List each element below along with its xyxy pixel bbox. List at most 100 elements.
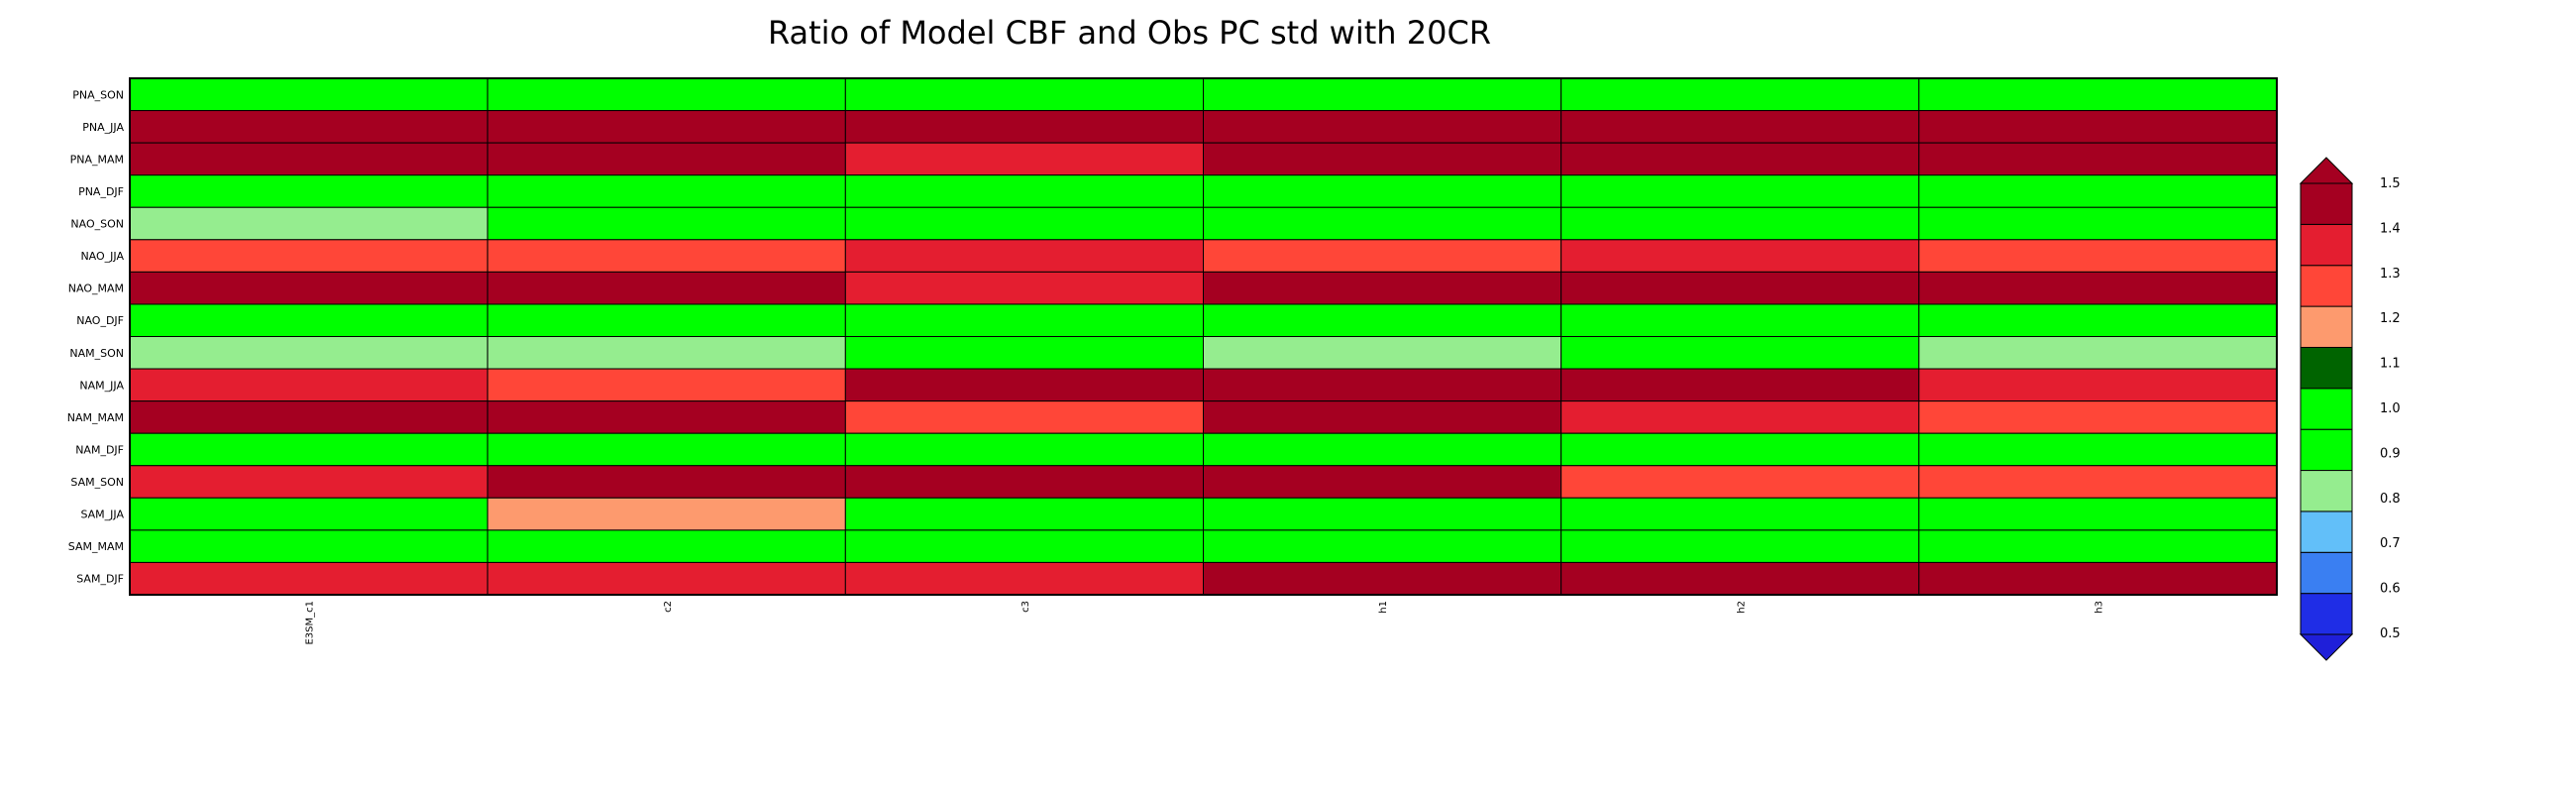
heatmap-cell [1203,77,1562,112]
heatmap-cell [1560,497,1920,531]
colorbar-segment [2300,510,2353,553]
colorbar-segment [2300,346,2353,390]
heatmap-cell [1560,142,1920,176]
colorbar-tick-label: 0.8 [2380,492,2401,507]
row-label: NAM_DJF [75,443,124,456]
column-label: h3 [2093,601,2104,614]
column-label: h1 [1378,601,1389,614]
heatmap-cell [1560,174,1920,208]
heatmap-cell [1560,206,1920,241]
heatmap-cell [1203,271,1562,305]
heatmap-cell [1918,174,2278,208]
heatmap-cell [844,239,1204,273]
heatmap-cell [844,206,1204,241]
colorbar-tick-label: 0.7 [2380,536,2401,551]
heatmap-cell [486,432,846,467]
chart-title: Ratio of Model CBF and Obs PC std with 2… [767,14,1492,52]
heatmap-cell [1203,561,1562,596]
heatmap-border [129,77,2278,596]
heatmap-cell [1918,206,2278,241]
heatmap-cell [129,432,488,467]
heatmap-cell [486,400,846,434]
colorbar: 0.5 0.6 0.7 0.8 0.9 1.0 1.1 1.2 1.3 1.4 1.5 [2299,157,2401,661]
column-label: c2 [663,601,674,613]
heatmap-cell [129,174,488,208]
heatmap-cell [129,400,488,434]
heatmap-cell [1560,271,1920,305]
heatmap-cell [486,271,846,305]
heatmap-cell [844,400,1204,434]
heatmap-cell [486,561,846,596]
heatmap-cell [844,368,1204,402]
heatmap-cell [1203,174,1562,208]
heatmap-cell [129,303,488,337]
heatmap-cell [486,497,846,531]
heatmap-cell [844,465,1204,499]
heatmap-cell [844,529,1204,563]
heatmap-cell [486,368,846,402]
row-label: PNA_JJA [82,121,124,134]
row-labels: PNA_SON PNA_JJA PNA_MAM PNA_DJF NAO_SON NAO_J… [67,88,125,585]
heatmap-cell [1918,271,2278,305]
colorbar-segment [2300,428,2353,472]
heatmap-cell [1918,110,2278,144]
heatmap-cell [1560,239,1920,273]
heatmap-cell [1203,368,1562,402]
heatmap-cell [129,206,488,241]
colorbar-segment [2300,551,2353,595]
heatmap-cell [129,142,488,176]
heatmap-cell [1203,110,1562,144]
heatmap-cell [1918,465,2278,499]
heatmap-cell [844,142,1204,176]
heatmap-cell [1203,400,1562,434]
heatmap-cell [129,497,488,531]
row-label: NAO_SON [70,218,124,231]
colorbar-tick-label: 1.1 [2380,357,2401,372]
heatmap-cell [1560,77,1920,112]
heatmap-grid [129,77,2278,596]
colorbar-segment [2300,470,2353,512]
heatmap-cell [486,110,846,144]
heatmap-cell [1918,77,2278,112]
heatmap-cell [1918,239,2278,273]
row-label: NAO_MAM [68,283,124,295]
colorbar-segment [2300,388,2353,430]
heatmap-cell [129,336,488,370]
heatmap-cell [1918,432,2278,467]
heatmap-cell [1203,497,1562,531]
heatmap-cell [1560,400,1920,434]
colorbar-segment [2300,593,2353,635]
heatmap-cell [844,271,1204,305]
heatmap-cells [129,77,2278,596]
heatmap-cell [1560,336,1920,370]
heatmap-cell [1203,529,1562,563]
row-label: SAM_DJF [76,573,124,586]
heatmap-cell [1918,142,2278,176]
heatmap-cell [129,465,488,499]
colorbar-tick-label: 1.0 [2380,401,2401,416]
column-label: E3SM_c1 [305,601,316,645]
heatmap-cell [844,432,1204,467]
heatmap-cell [129,239,488,273]
heatmap-cell [1203,142,1562,176]
heatmap-cell [129,77,488,112]
heatmap-cell [1203,336,1562,370]
colorbar-segment [2300,265,2353,307]
column-labels: E3SM_c1 c2 c3 h1 h2 h3 [305,601,2105,645]
heatmap-cell [1203,303,1562,337]
heatmap-cell [1560,432,1920,467]
heatmap-cell [129,561,488,596]
heatmap-cell [1560,465,1920,499]
row-label: NAM_MAM [67,411,124,424]
colorbar-segment [2300,305,2353,348]
heatmap-cell [1560,110,1920,144]
heatmap-cell [486,465,846,499]
heatmap-cell [486,529,846,563]
colorbar-tick-label: 1.2 [2380,311,2401,326]
colorbar-under-triangle [2299,633,2354,661]
heatmap-cell [844,174,1204,208]
row-label: SAM_SON [70,476,124,489]
heatmap-cell [129,368,488,402]
heatmap-cell [844,77,1204,112]
